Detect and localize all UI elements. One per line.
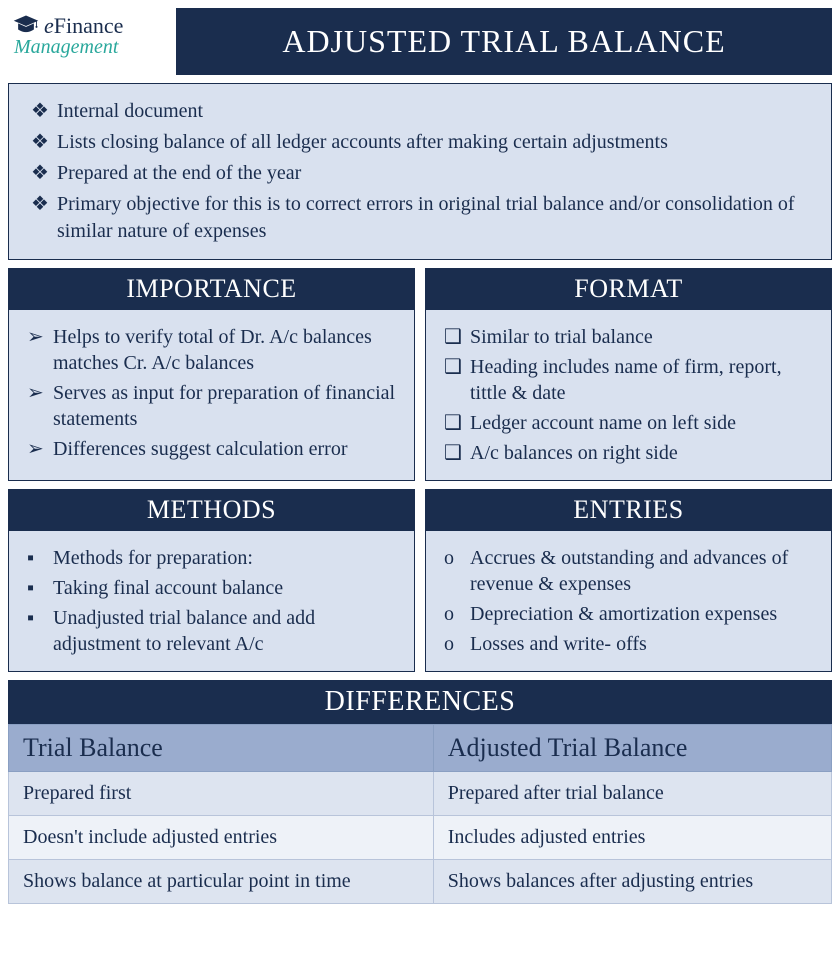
bullet-icon: ❑ [444,324,470,350]
bullet-icon: ❖ [31,129,57,156]
intro-section: ❖Internal document❖Lists closing balance… [8,83,832,260]
table-row: Prepared firstPrepared after trial balan… [9,772,832,816]
intro-item: ❖Prepared at the end of the year [31,160,817,187]
methods-body: ▪Methods for preparation:▪Taking final a… [8,531,415,672]
methods-text: Methods for preparation: [53,545,253,571]
bullet-icon: ▪ [27,605,53,657]
intro-text: Prepared at the end of the year [57,160,301,187]
format-text: Similar to trial balance [470,324,653,350]
table-cell: Shows balances after adjusting entries [433,860,831,904]
bullet-icon: ▪ [27,545,53,571]
bullet-icon: ❖ [31,98,57,125]
format-text: A/c balances on right side [470,440,678,466]
table-cell: Prepared first [9,772,434,816]
bullet-icon: ▪ [27,575,53,601]
logo: eFinance Management [8,8,168,75]
table-cell: Prepared after trial balance [433,772,831,816]
bullet-icon: ❑ [444,410,470,436]
methods-item: ▪Taking final account balance [27,575,402,601]
importance-section: IMPORTANCE ➢Helps to verify total of Dr.… [8,268,415,481]
format-item: ❑Heading includes name of firm, report, … [444,354,819,406]
methods-text: Unadjusted trial balance and add adjustm… [53,605,402,657]
importance-item: ➢Differences suggest calculation error [27,436,402,462]
table-cell: Doesn't include adjusted entries [9,816,434,860]
importance-item: ➢Helps to verify total of Dr. A/c balanc… [27,324,402,376]
entries-item: oDepreciation & amortization expenses [444,601,819,627]
bullet-icon: o [444,631,470,657]
importance-text: Helps to verify total of Dr. A/c balance… [53,324,402,376]
bullet-icon: o [444,601,470,627]
table-row: Shows balance at particular point in tim… [9,860,832,904]
differences-table: Trial Balance Adjusted Trial Balance Pre… [8,724,832,904]
methods-section: METHODS ▪Methods for preparation:▪Taking… [8,489,415,672]
infographic: eFinance Management ADJUSTED TRIAL BALAN… [8,8,832,904]
entries-text: Accrues & outstanding and advances of re… [470,545,819,597]
importance-item: ➢Serves as input for preparation of fina… [27,380,402,432]
methods-item: ▪Unadjusted trial balance and add adjust… [27,605,402,657]
entries-item: oAccrues & outstanding and advances of r… [444,545,819,597]
differences-heading: DIFFERENCES [8,680,832,724]
entries-body: oAccrues & outstanding and advances of r… [425,531,832,672]
bullet-icon: ➢ [27,380,53,432]
bullet-icon: ➢ [27,324,53,376]
table-row: Doesn't include adjusted entriesIncludes… [9,816,832,860]
importance-text: Serves as input for preparation of finan… [53,380,402,432]
bullet-icon: ❑ [444,354,470,406]
bullet-icon: ➢ [27,436,53,462]
format-item: ❑A/c balances on right side [444,440,819,466]
entries-text: Losses and write- offs [470,631,647,657]
format-text: Ledger account name on left side [470,410,736,436]
format-text: Heading includes name of firm, report, t… [470,354,819,406]
page-title: ADJUSTED TRIAL BALANCE [176,8,832,75]
methods-text: Taking final account balance [53,575,283,601]
format-section: FORMAT ❑Similar to trial balance❑Heading… [425,268,832,481]
intro-item: ❖Lists closing balance of all ledger acc… [31,129,817,156]
methods-item: ▪Methods for preparation: [27,545,402,571]
logo-line1: eFinance [44,13,123,38]
importance-text: Differences suggest calculation error [53,436,348,462]
entries-item: oLosses and write- offs [444,631,819,657]
importance-body: ➢Helps to verify total of Dr. A/c balanc… [8,310,415,481]
header-row: eFinance Management ADJUSTED TRIAL BALAN… [8,8,832,75]
diff-col-trial: Trial Balance [9,725,434,772]
format-item: ❑Ledger account name on left side [444,410,819,436]
diff-col-adjusted: Adjusted Trial Balance [433,725,831,772]
format-heading: FORMAT [425,268,832,310]
row-importance-format: IMPORTANCE ➢Helps to verify total of Dr.… [8,268,832,481]
entries-text: Depreciation & amortization expenses [470,601,777,627]
bullet-icon: ❑ [444,440,470,466]
entries-heading: ENTRIES [425,489,832,531]
intro-text: Lists closing balance of all ledger acco… [57,129,668,156]
intro-item: ❖Internal document [31,98,817,125]
importance-heading: IMPORTANCE [8,268,415,310]
table-cell: Shows balance at particular point in tim… [9,860,434,904]
bullet-icon: ❖ [31,191,57,245]
intro-text: Internal document [57,98,203,125]
intro-item: ❖Primary objective for this is to correc… [31,191,817,245]
logo-line2: Management [14,36,168,59]
bullet-icon: ❖ [31,160,57,187]
format-body: ❑Similar to trial balance❑Heading includ… [425,310,832,481]
methods-heading: METHODS [8,489,415,531]
table-cell: Includes adjusted entries [433,816,831,860]
format-item: ❑Similar to trial balance [444,324,819,350]
row-methods-entries: METHODS ▪Methods for preparation:▪Taking… [8,489,832,672]
bullet-icon: o [444,545,470,597]
intro-text: Primary objective for this is to correct… [57,191,817,245]
entries-section: ENTRIES oAccrues & outstanding and advan… [425,489,832,672]
